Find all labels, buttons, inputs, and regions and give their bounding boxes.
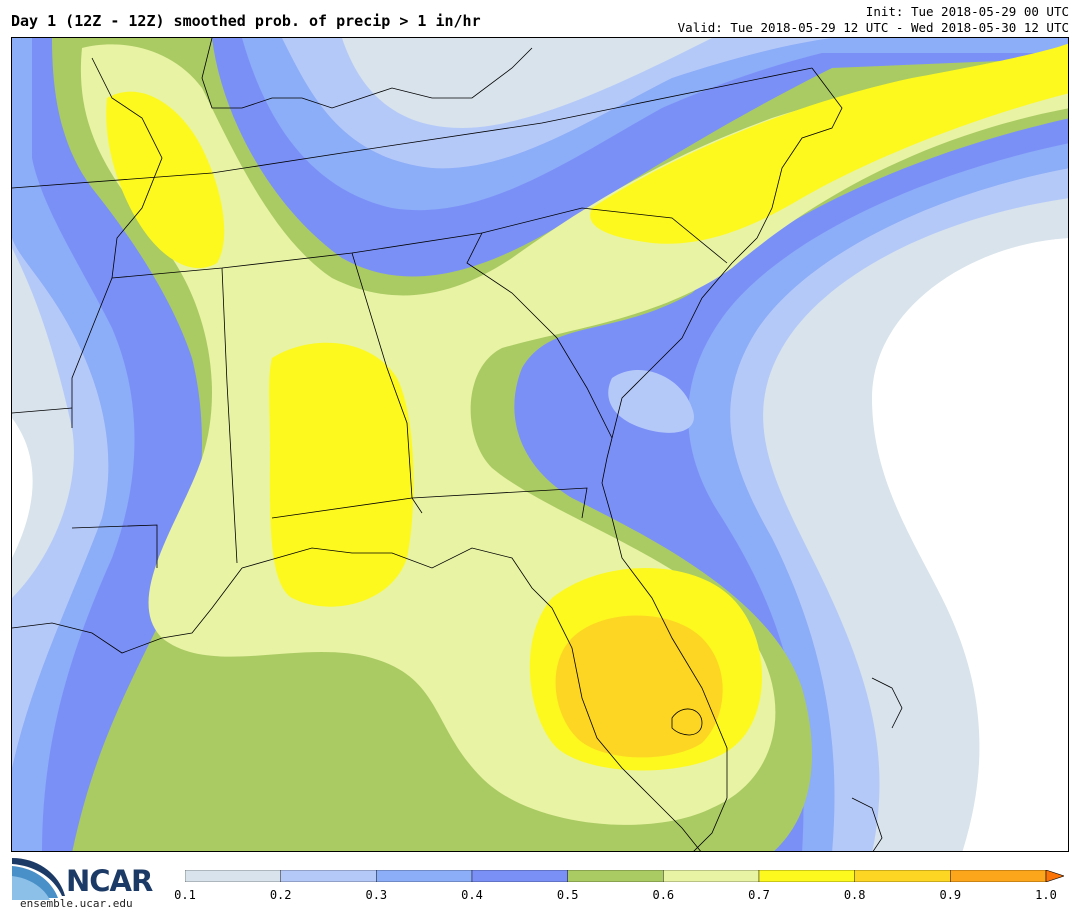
colorbar-segment — [280, 870, 377, 882]
prob-band-0.7-central — [269, 342, 414, 607]
colorbar-segment — [758, 870, 855, 882]
offshore-minimum — [608, 369, 694, 433]
colorbar-tick-label: 0.9 — [939, 888, 962, 902]
colorbar-segment — [950, 870, 1047, 882]
valid-time: Valid: Tue 2018-05-29 12 UTC - Wed 2018-… — [677, 20, 1069, 35]
colorbar-segment — [854, 870, 951, 882]
colorbar-segment — [185, 870, 281, 882]
colorbar-tick-label: 0.5 — [556, 888, 579, 902]
colorbar-segment — [376, 870, 473, 882]
ncar-url: ensemble.ucar.edu — [20, 897, 133, 910]
prob-band-0.6 — [80, 44, 1068, 825]
colorbar-tick-label: 0.7 — [748, 888, 770, 902]
ncar-logo — [12, 858, 65, 900]
colorbar-tick-label: 0.2 — [269, 888, 292, 902]
probability-colorbar — [185, 870, 1064, 882]
init-time: Init: Tue 2018-05-29 00 UTC — [865, 4, 1069, 19]
colorbar-segment — [567, 870, 664, 882]
prob-band-0.7-east — [590, 43, 1068, 244]
colorbar-tick-label: 0.6 — [652, 888, 675, 902]
colorbar-tick-label: 1.0 — [1035, 888, 1057, 902]
colorbar-tick-label: 0.1 — [174, 888, 196, 902]
colorbar-tick-label: 0.3 — [365, 888, 388, 902]
state-boundaries — [12, 38, 903, 851]
probability-map — [11, 37, 1069, 852]
map-title: Day 1 (12Z - 12Z) smoothed prob. of prec… — [11, 12, 481, 30]
colorbar-tick-label: 0.4 — [461, 888, 483, 902]
colorbar-segment — [471, 870, 568, 882]
ncar-logo-name: NCAR — [66, 864, 153, 898]
colorbar-segment — [663, 870, 760, 882]
prob-band-0.7-north — [106, 91, 225, 269]
map-canvas — [12, 38, 1068, 851]
prob-band-0.8 — [555, 615, 723, 758]
colorbar-tick-label: 0.8 — [843, 888, 866, 902]
run-info: Init: Tue 2018-05-29 00 UTC Valid: Tue 2… — [678, 4, 1069, 36]
colorbar-extend-arrow — [1045, 870, 1064, 882]
